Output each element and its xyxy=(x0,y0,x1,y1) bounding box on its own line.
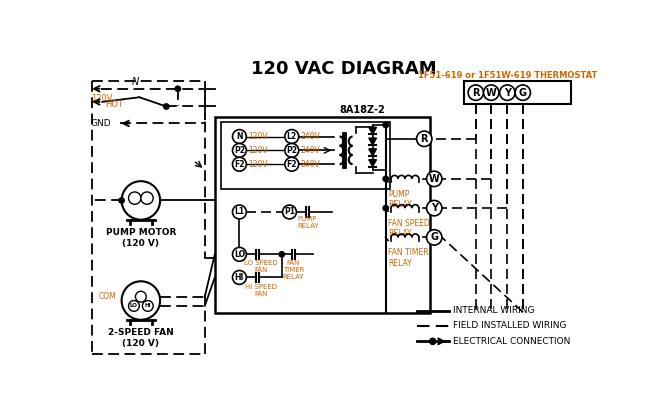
Text: N: N xyxy=(237,132,243,141)
Text: W: W xyxy=(486,88,496,98)
Text: HOT: HOT xyxy=(105,101,123,109)
Text: 120 VAC DIAGRAM: 120 VAC DIAGRAM xyxy=(251,60,436,78)
Circle shape xyxy=(129,300,139,311)
Text: LO: LO xyxy=(234,250,245,259)
Circle shape xyxy=(119,198,125,203)
Circle shape xyxy=(285,129,299,143)
Text: F2: F2 xyxy=(287,160,297,169)
Circle shape xyxy=(427,230,442,245)
Text: LO SPEED
FAN: LO SPEED FAN xyxy=(244,261,278,274)
Polygon shape xyxy=(369,127,377,134)
Circle shape xyxy=(417,131,432,147)
Text: PUMP MOTOR
(120 V): PUMP MOTOR (120 V) xyxy=(106,228,176,248)
Circle shape xyxy=(129,192,141,204)
Circle shape xyxy=(468,85,484,100)
Text: FAN
TIMER
RELAY: FAN TIMER RELAY xyxy=(283,261,304,280)
Text: FAN TIMER
RELAY: FAN TIMER RELAY xyxy=(388,248,429,268)
Circle shape xyxy=(383,122,389,128)
Text: FIELD INSTALLED WIRING: FIELD INSTALLED WIRING xyxy=(453,321,566,331)
Circle shape xyxy=(427,200,442,216)
Text: L2: L2 xyxy=(287,132,297,141)
Circle shape xyxy=(500,85,515,100)
Text: 240V: 240V xyxy=(300,160,320,169)
Circle shape xyxy=(232,157,247,171)
Text: HI: HI xyxy=(234,273,244,282)
Polygon shape xyxy=(369,138,377,145)
Text: 120V: 120V xyxy=(248,132,267,141)
Text: R: R xyxy=(421,134,428,144)
Text: LO: LO xyxy=(130,303,138,308)
Bar xyxy=(464,81,571,104)
Text: R: R xyxy=(472,88,480,98)
Text: 120V: 120V xyxy=(248,146,267,155)
Circle shape xyxy=(143,300,153,311)
Text: INTERNAL WIRING: INTERNAL WIRING xyxy=(453,306,534,315)
Circle shape xyxy=(232,205,247,219)
Circle shape xyxy=(285,157,299,171)
Text: 120V: 120V xyxy=(248,160,267,169)
Text: P1: P1 xyxy=(284,207,295,217)
Text: PUMP
RELAY: PUMP RELAY xyxy=(388,190,412,209)
Text: ELECTRICAL CONNECTION: ELECTRICAL CONNECTION xyxy=(453,337,570,346)
Circle shape xyxy=(383,176,389,181)
Text: Y: Y xyxy=(504,88,511,98)
Text: PUMP
RELAY: PUMP RELAY xyxy=(297,216,319,229)
Circle shape xyxy=(285,143,299,157)
Text: FAN SPEED
RELAY: FAN SPEED RELAY xyxy=(388,219,429,238)
Text: 240V: 240V xyxy=(300,146,320,155)
Circle shape xyxy=(163,104,169,109)
Circle shape xyxy=(122,181,160,220)
Circle shape xyxy=(232,247,247,261)
Circle shape xyxy=(232,271,247,285)
Text: L1: L1 xyxy=(234,207,245,217)
Circle shape xyxy=(141,192,153,204)
Circle shape xyxy=(232,143,247,157)
Text: 2-SPEED FAN
(120 V): 2-SPEED FAN (120 V) xyxy=(108,328,174,348)
Text: G: G xyxy=(519,88,527,98)
Text: GND: GND xyxy=(91,119,111,128)
Bar xyxy=(215,116,430,313)
Circle shape xyxy=(135,291,146,302)
Text: 120V: 120V xyxy=(91,93,113,103)
Circle shape xyxy=(427,171,442,186)
Bar xyxy=(221,122,391,189)
Circle shape xyxy=(484,85,499,100)
Text: N: N xyxy=(132,77,139,87)
Text: 1F51-619 or 1F51W-619 THERMOSTAT: 1F51-619 or 1F51W-619 THERMOSTAT xyxy=(417,71,597,80)
Text: HI: HI xyxy=(145,303,151,308)
Text: W: W xyxy=(429,174,440,184)
Circle shape xyxy=(515,85,531,100)
Text: COM: COM xyxy=(98,292,116,301)
Circle shape xyxy=(429,338,436,344)
Text: 240V: 240V xyxy=(300,132,320,141)
Text: 8A18Z-2: 8A18Z-2 xyxy=(340,105,385,115)
Circle shape xyxy=(383,205,389,211)
Text: G: G xyxy=(430,233,438,242)
Circle shape xyxy=(279,252,285,257)
Text: P2: P2 xyxy=(234,146,245,155)
Polygon shape xyxy=(369,160,377,166)
Circle shape xyxy=(283,205,296,219)
Polygon shape xyxy=(369,149,377,156)
Text: P2: P2 xyxy=(286,146,297,155)
Text: F2: F2 xyxy=(234,160,245,169)
Circle shape xyxy=(122,281,160,320)
Circle shape xyxy=(232,129,247,143)
Text: HI SPEED
FAN: HI SPEED FAN xyxy=(245,284,277,297)
Text: Y: Y xyxy=(431,203,438,213)
Circle shape xyxy=(175,86,180,91)
